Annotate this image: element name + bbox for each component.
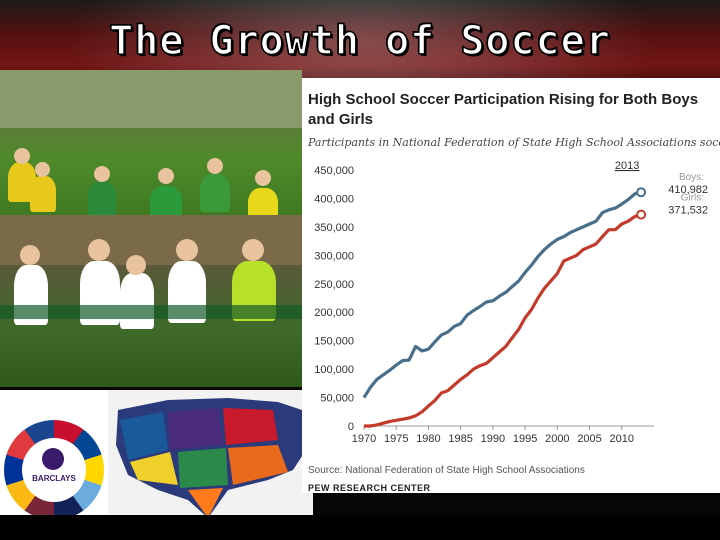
x-tick-label: 2005: [577, 433, 601, 445]
premier-league-label: BARCLAYS: [32, 474, 76, 483]
girls-team-photo: [0, 215, 308, 387]
series-end-point-girls: [636, 209, 647, 220]
x-tick-label: 1985: [448, 433, 472, 445]
y-tick-label: 450,000: [314, 165, 354, 177]
end-label-value: 410,982: [668, 184, 708, 196]
x-tick-label: 1975: [384, 433, 408, 445]
x-tick-label: 1970: [352, 433, 376, 445]
y-tick-label: 400,000: [314, 193, 354, 205]
bottom-bar: [0, 515, 720, 540]
chart-subtitle: Participants in National Federation of S…: [308, 136, 720, 149]
x-tick-label: 2010: [610, 433, 634, 445]
y-tick-label: 350,000: [314, 222, 354, 234]
series-end-point-boys: [636, 187, 647, 198]
slide-title: The Growth of Soccer: [108, 17, 611, 65]
end-label-name: Girls:: [681, 193, 704, 204]
y-tick-label: 0: [348, 421, 354, 433]
lion-icon: [42, 448, 64, 470]
x-tick-label: 1980: [416, 433, 440, 445]
x-tick-label: 1995: [513, 433, 537, 445]
y-tick-label: 200,000: [314, 307, 354, 319]
end-label-value: 371,532: [668, 205, 708, 217]
y-tick-label: 250,000: [314, 279, 354, 291]
chart-panel: High School Soccer Participation Rising …: [302, 78, 720, 493]
y-tick-label: 50,000: [320, 393, 354, 405]
line-chart: 0 50,000 100,000 150,000 200,000 250,000 300,0…: [314, 160, 708, 445]
end-label-name: Boys:: [679, 172, 704, 183]
chart-title: High School Soccer Participation Rising …: [308, 91, 699, 128]
y-tick-label: 300,000: [314, 250, 354, 262]
premier-league-badge: BARCLAYS: [0, 390, 108, 530]
year-annotation: 2013: [615, 160, 639, 172]
mls-teams-map: [108, 390, 313, 530]
x-tick-label: 2000: [545, 433, 569, 445]
series-line-boys: [362, 190, 642, 399]
chart-org: PEW RESEARCH CENTER: [308, 483, 431, 493]
y-tick-label: 100,000: [314, 364, 354, 376]
chart-source: Source: National Federation of State Hig…: [308, 465, 585, 476]
x-tick-label: 1990: [481, 433, 505, 445]
series-line-girls: [364, 213, 642, 428]
kids-soccer-photo: [0, 70, 302, 215]
y-tick-label: 150,000: [314, 336, 354, 348]
us-map-shape: [116, 398, 308, 518]
